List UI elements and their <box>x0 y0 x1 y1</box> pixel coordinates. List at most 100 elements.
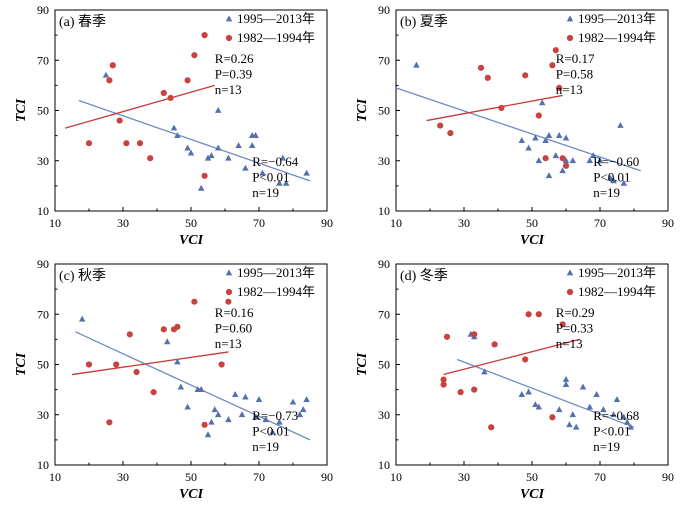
data-point-1982-1994 <box>440 376 447 383</box>
legend-marker-circle <box>566 34 574 42</box>
data-point-1982-1994 <box>218 361 225 368</box>
legend-marker-circle <box>566 288 574 296</box>
panel-title-autumn: (c) 秋季 <box>59 268 106 284</box>
data-point-1995-2013 <box>562 157 570 164</box>
data-point-1982-1994 <box>535 311 542 318</box>
data-point-1982-1994 <box>147 155 154 162</box>
data-point-1995-2013 <box>204 154 212 161</box>
data-point-1995-2013 <box>545 132 553 138</box>
legend-marker-circle <box>225 34 233 42</box>
data-point-1995-2013 <box>242 393 249 400</box>
y-tick-label: 30 <box>378 408 390 422</box>
x-tick-label: 10 <box>390 216 402 230</box>
fit-line-1995-2013 <box>75 331 311 441</box>
y-tick-label: 70 <box>37 307 49 321</box>
data-point-1982-1994 <box>549 414 556 421</box>
data-point-1995-2013 <box>532 401 539 408</box>
x-axis-label: VCI <box>520 233 545 248</box>
y-tick-label: 10 <box>378 204 390 218</box>
y-tick-label: 90 <box>378 3 390 17</box>
y-tick-label: 30 <box>37 408 49 422</box>
data-point-1982-1994 <box>522 72 529 79</box>
data-point-1995-2013 <box>617 121 624 128</box>
fit-line-1982-1994 <box>426 94 563 122</box>
legend-label-1995-2013: 1995—2013年 <box>237 11 315 26</box>
data-point-1995-2013 <box>299 406 307 413</box>
legend-label-1995-2013: 1995—2013年 <box>578 11 656 26</box>
data-point-1982-1994 <box>443 333 451 340</box>
x-tick-label: 90 <box>662 470 674 484</box>
legend-marker-circle <box>225 288 233 296</box>
data-point-1995-2013 <box>555 132 563 138</box>
panel-title-spring: (a) 春季 <box>59 14 106 30</box>
y-tick-label: 70 <box>378 307 390 321</box>
data-point-1982-1994 <box>106 77 113 84</box>
stat-1995-2013: R=−0.64 <box>252 154 299 169</box>
stat-1995-2013: P<0.01 <box>593 423 630 438</box>
legend-marker-triangle <box>225 15 233 22</box>
data-point-1995-2013 <box>242 164 249 171</box>
data-point-1995-2013 <box>623 418 631 425</box>
fit-line-1982-1994 <box>443 338 580 376</box>
data-point-1995-2013 <box>303 396 310 403</box>
data-point-1995-2013 <box>197 386 205 392</box>
data-point-1995-2013 <box>566 421 573 428</box>
data-point-1995-2013 <box>204 431 212 438</box>
data-point-1982-1994 <box>491 341 498 348</box>
data-point-1982-1994 <box>542 155 549 162</box>
stat-1982-1994: n=13 <box>556 336 583 351</box>
x-tick-label: 50 <box>526 470 538 484</box>
data-point-1995-2013 <box>225 416 232 423</box>
data-point-1995-2013 <box>259 169 266 176</box>
stat-1995-2013: n=19 <box>593 439 620 454</box>
data-point-1982-1994 <box>447 130 454 137</box>
data-point-1982-1994 <box>488 424 495 431</box>
data-point-1982-1994 <box>471 331 478 338</box>
data-point-1995-2013 <box>78 315 86 322</box>
x-tick-label: 90 <box>321 470 333 484</box>
data-point-1982-1994 <box>167 94 174 102</box>
y-axis-label: TCI <box>14 352 29 376</box>
panel-title-summer: (b) 夏季 <box>400 14 448 30</box>
stat-1995-2013: P<0.01 <box>593 169 630 184</box>
x-tick-label: 90 <box>662 216 674 230</box>
y-tick-label: 10 <box>37 204 49 218</box>
data-point-1995-2013 <box>252 132 259 138</box>
data-point-1982-1994 <box>136 140 144 147</box>
data-point-1995-2013 <box>586 157 594 164</box>
fit-line-1982-1994 <box>65 84 215 129</box>
stat-1995-2013: P<0.01 <box>252 169 289 184</box>
stat-1995-2013: P<0.01 <box>252 423 289 438</box>
y-tick-label: 50 <box>37 358 49 372</box>
data-point-1982-1994 <box>113 361 120 368</box>
data-point-1995-2013 <box>225 154 232 161</box>
y-tick-label: 50 <box>378 358 390 372</box>
data-point-1982-1994 <box>535 112 542 119</box>
data-point-1995-2013 <box>600 406 607 413</box>
y-tick-label: 10 <box>378 458 390 472</box>
data-point-1982-1994 <box>174 323 181 330</box>
x-tick-label: 70 <box>594 470 606 484</box>
data-point-1982-1994 <box>440 381 447 388</box>
legend-label-1995-2013: 1995—2013年 <box>578 265 656 280</box>
data-point-1982-1994 <box>126 331 133 338</box>
data-point-1995-2013 <box>586 403 594 410</box>
data-point-1995-2013 <box>276 179 283 186</box>
data-point-1995-2013 <box>613 396 621 403</box>
legend-label-1995-2013: 1995—2013年 <box>237 265 315 280</box>
data-point-1982-1994 <box>477 64 485 71</box>
x-tick-label: 30 <box>117 470 129 484</box>
stat-1982-1994: P=0.58 <box>556 66 593 81</box>
data-point-1982-1994 <box>471 386 478 393</box>
stat-1995-2013: n=19 <box>593 185 620 200</box>
data-point-1995-2013 <box>572 423 580 430</box>
data-point-1995-2013 <box>545 172 553 179</box>
stat-1995-2013: n=19 <box>252 439 279 454</box>
data-point-1982-1994 <box>559 155 566 162</box>
data-point-1995-2013 <box>163 338 171 345</box>
y-axis-label: TCI <box>355 98 370 122</box>
data-point-1982-1994 <box>549 62 556 69</box>
data-point-1995-2013 <box>518 137 526 143</box>
y-tick-label: 90 <box>37 257 49 271</box>
x-tick-label: 30 <box>458 470 470 484</box>
